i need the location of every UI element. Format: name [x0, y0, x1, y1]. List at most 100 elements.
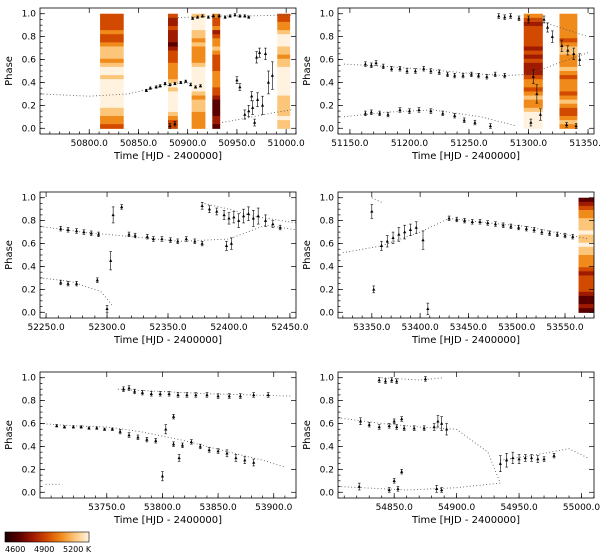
data-marker — [498, 461, 502, 465]
data-marker — [395, 425, 399, 429]
data-marker — [133, 233, 137, 237]
data-marker — [517, 16, 521, 20]
y-tick-label: 0.2 — [320, 285, 334, 295]
data-point — [222, 210, 226, 220]
data-point — [392, 478, 396, 484]
x-axis-label: Time [HJD - 2400000] — [411, 335, 520, 346]
data-marker — [59, 280, 63, 284]
data-marker — [82, 230, 86, 234]
data-point — [403, 224, 407, 240]
data-marker — [74, 229, 79, 233]
data-point — [372, 285, 376, 294]
strip-band — [191, 95, 206, 101]
data-point — [55, 424, 59, 428]
data-marker — [407, 109, 412, 113]
strip-band — [559, 107, 578, 113]
data-point — [488, 123, 493, 129]
data-marker — [193, 85, 198, 89]
data-point — [532, 227, 536, 233]
model-track — [342, 217, 590, 254]
data-marker — [253, 120, 257, 124]
data-marker — [263, 218, 268, 222]
data-marker — [529, 456, 534, 460]
data-point — [227, 212, 231, 225]
chart-panel-bottom-left: 53750.0 53800.0 53850.0 53900.0 0.0 0.2 0.4 0.6… — [4, 371, 297, 526]
strip-band — [277, 87, 291, 93]
y-tick-label: 0.8 — [22, 217, 37, 227]
data-marker — [89, 231, 93, 235]
data-point — [148, 86, 152, 90]
data-marker — [398, 66, 402, 70]
strip-band — [100, 91, 124, 97]
data-point — [105, 305, 109, 313]
strip-band — [212, 66, 221, 72]
data-point — [497, 13, 501, 19]
data-point — [247, 15, 251, 19]
data-point — [572, 47, 576, 60]
strip-band — [168, 91, 178, 97]
chart-panel-top-right: 51150.0 51200.0 51250.0 51300.0 51350.0 0.0 0.… — [302, 7, 600, 162]
x-tick-label: 50900.0 — [169, 139, 206, 149]
y-tick-label: 0.0 — [22, 308, 37, 318]
data-point — [217, 14, 221, 18]
data-point — [405, 68, 409, 74]
data-point — [193, 238, 197, 244]
data-marker — [95, 278, 99, 282]
model-track — [117, 388, 291, 397]
data-point — [263, 214, 268, 227]
data-point — [566, 45, 570, 56]
temperature-colorbar: 4600 4900 5200 K — [4, 531, 92, 554]
data-point — [536, 455, 540, 463]
data-point — [453, 113, 457, 119]
data-point — [266, 392, 270, 398]
data-point — [440, 487, 444, 493]
data-marker — [357, 484, 361, 488]
data-marker — [532, 228, 536, 231]
data-marker — [455, 217, 459, 221]
strip-band — [578, 283, 594, 289]
strip-band — [168, 42, 178, 48]
data-marker — [235, 78, 239, 82]
strip-band — [212, 120, 221, 125]
data-marker — [383, 379, 388, 383]
strip-band — [212, 58, 221, 64]
data-marker — [379, 244, 384, 248]
x-axis-label: Time [HJD - 2400000] — [113, 151, 222, 162]
strip-band — [277, 17, 291, 23]
data-marker — [493, 222, 498, 226]
strip-band — [523, 62, 543, 68]
y-tick-label: 0.8 — [22, 397, 37, 407]
data-point — [542, 456, 546, 462]
data-point — [59, 226, 63, 232]
x-tick-label: 51250.0 — [450, 139, 487, 149]
strip-band — [212, 71, 221, 76]
data-marker — [228, 14, 232, 18]
data-point — [440, 416, 444, 431]
data-point — [136, 434, 140, 440]
x-tick-label: 53500.0 — [498, 323, 535, 333]
data-marker — [225, 451, 229, 455]
data-marker — [555, 232, 559, 236]
data-point — [238, 83, 242, 91]
chart-panel-middle-left: 52250.0 52300.0 52350.0 52400.0 52450.0 0.0 0.… — [4, 191, 309, 346]
y-tick-label: 0.8 — [320, 217, 335, 227]
data-point — [160, 236, 164, 242]
data-marker — [160, 474, 165, 478]
data-point — [205, 392, 209, 398]
strip-band — [168, 79, 178, 84]
chart-panel-bottom-right: 54850.0 54900.0 54950.0 55000.0 0.0 0.2 0.4 0.6… — [302, 371, 600, 526]
data-marker — [408, 228, 413, 231]
data-marker — [171, 442, 176, 446]
strip-band — [277, 111, 291, 117]
data-marker — [517, 225, 521, 229]
strip-band — [212, 34, 221, 39]
data-marker — [195, 15, 200, 19]
data-marker — [412, 426, 416, 430]
data-point — [550, 30, 554, 43]
strip-band — [168, 58, 178, 64]
data-point — [485, 74, 489, 80]
data-point — [145, 234, 149, 240]
strip-band — [191, 54, 206, 60]
data-point — [118, 428, 122, 435]
data-marker — [566, 48, 570, 52]
